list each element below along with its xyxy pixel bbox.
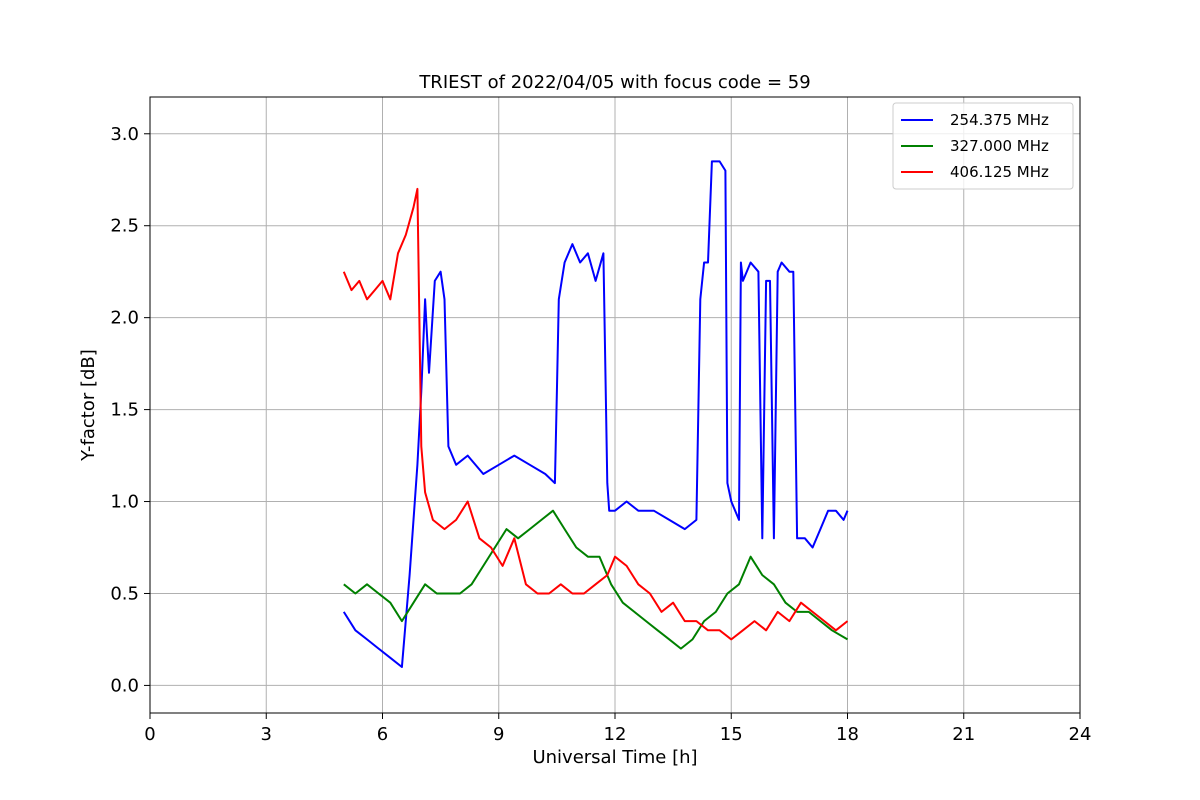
y-tick-label: 3.0 (110, 124, 139, 145)
x-axis-label: Universal Time [h] (532, 747, 697, 768)
x-tick-label: 24 (1069, 724, 1092, 745)
x-tick-label: 3 (261, 724, 272, 745)
x-tick-label: 21 (952, 724, 975, 745)
chart-title: TRIEST of 2022/04/05 with focus code = 5… (418, 72, 810, 93)
y-axis-label: Y-factor [dB] (78, 349, 99, 462)
legend-label: 254.375 MHz (950, 111, 1049, 129)
y-axis: 0.0 0.5 1.0 1.5 2.0 2.5 3.0 (110, 124, 150, 696)
series-line (342, 160, 849, 668)
y-tick-label: 2.0 (110, 308, 139, 329)
x-tick-label: 9 (493, 724, 504, 745)
series-layer (342, 160, 849, 668)
legend-label: 406.125 MHz (950, 163, 1049, 181)
legend-label: 327.000 MHz (950, 137, 1049, 155)
x-axis: 0 3 6 9 12 15 18 21 24 (144, 713, 1091, 745)
x-tick-label: 6 (377, 724, 388, 745)
legend: 254.375 MHz 327.000 MHz 406.125 MHz (892, 102, 1074, 190)
x-tick-label: 18 (836, 724, 859, 745)
y-tick-label: 0.0 (110, 675, 139, 696)
y-tick-label: 0.5 (110, 583, 139, 604)
x-tick-label: 0 (144, 724, 155, 745)
x-tick-label: 15 (720, 724, 743, 745)
x-tick-label: 12 (604, 724, 627, 745)
y-tick-label: 1.0 (110, 492, 139, 513)
series-line (342, 187, 849, 641)
y-tick-label: 1.5 (110, 400, 139, 421)
y-tick-label: 2.5 (110, 216, 139, 237)
series-line (343, 509, 849, 650)
legend-box (892, 102, 1074, 190)
